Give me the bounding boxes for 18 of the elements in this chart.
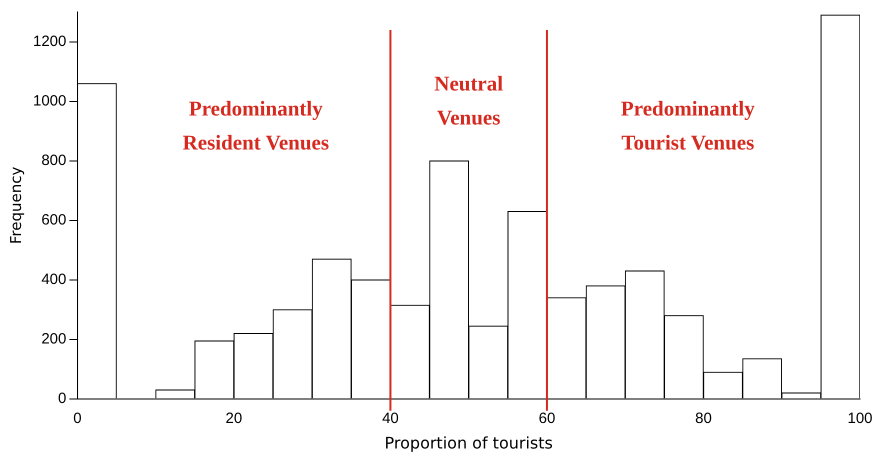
x-tick-label: 80 — [695, 410, 712, 427]
x-tick-label: 100 — [847, 410, 873, 427]
x-tick-label: 0 — [73, 410, 82, 427]
annotation: Predominantly Tourist Venues — [620, 96, 756, 154]
y-tick-label: 1000 — [32, 92, 66, 110]
x-tick-label: 40 — [382, 410, 399, 427]
x-tick-label: 20 — [226, 410, 242, 427]
y-tick-label: 800 — [41, 152, 66, 169]
y-tick-label: 0 — [58, 390, 66, 407]
y-axis-title: Frequency — [6, 166, 25, 244]
annotation: Neutral Venues — [434, 71, 504, 130]
x-tick-label: 60 — [538, 410, 556, 427]
x-axis-title: Proportion of tourists — [384, 434, 553, 453]
y-tick-label: 200 — [41, 330, 66, 348]
y-tick-label: 600 — [41, 211, 66, 228]
y-tick-label: 1200 — [32, 32, 66, 50]
annotation: Predominantly Resident Venues — [182, 96, 330, 154]
y-tick-label: 400 — [41, 270, 66, 288]
